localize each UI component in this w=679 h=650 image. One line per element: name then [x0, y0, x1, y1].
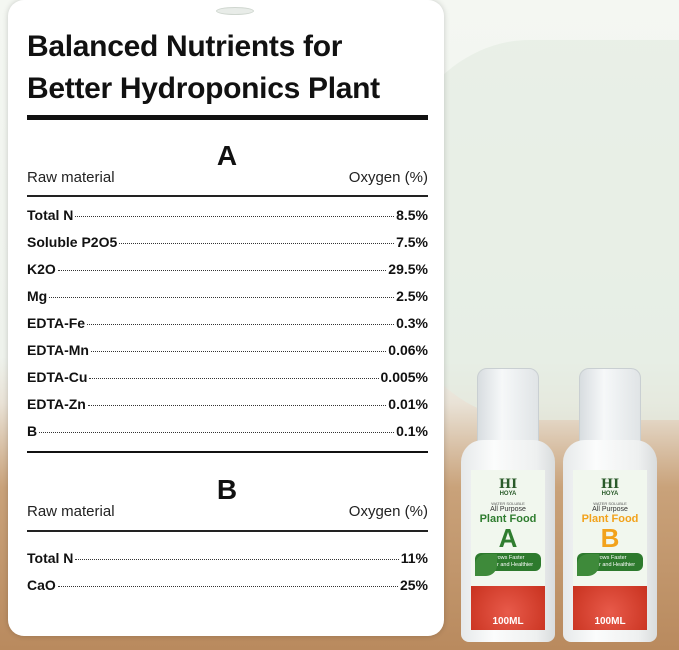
nutrient-name: B — [27, 423, 38, 439]
brand-sub: HOYA — [499, 491, 517, 497]
nutrient-row: CaO 25% — [27, 577, 428, 593]
section-a-rule — [27, 195, 428, 197]
leader-dots — [89, 378, 379, 379]
nutrient-name: Total N — [27, 550, 74, 566]
product-name: Plant Food — [479, 513, 537, 525]
slogan-2: Bigger and Healthier — [482, 562, 534, 569]
nutrient-row: B 0.1% — [27, 423, 428, 439]
col-raw-material: Raw material — [27, 169, 115, 186]
nutrient-row: Mg 2.5% — [27, 288, 428, 304]
brand-logo: HI — [600, 477, 620, 492]
product-letter: B — [600, 523, 620, 553]
col-raw-material: Raw material — [27, 503, 115, 520]
nutrient-value: 0.005% — [380, 369, 428, 385]
purpose: All Purpose — [490, 506, 526, 513]
slogan-1: Grows Faster — [491, 555, 525, 561]
section-a-header: Raw material Oxygen (%) — [27, 169, 428, 186]
strawberry-image — [573, 586, 647, 630]
volume: 100ML — [492, 616, 524, 627]
leader-dots — [39, 432, 395, 433]
nutrient-value: 0.06% — [388, 342, 428, 358]
bottle-body: HI HOYA WATER SOLUBLE All Purpose Plant … — [563, 440, 657, 642]
nutrient-row: Total N 11% — [27, 550, 428, 566]
leader-dots — [75, 216, 395, 217]
nutrient-value: 29.5% — [388, 261, 428, 277]
nutrient-value: 0.3% — [396, 315, 428, 331]
title-divider — [27, 115, 428, 120]
hang-hole — [216, 7, 254, 15]
nutrient-name: CaO — [27, 577, 56, 593]
nutrient-value: 0.01% — [388, 396, 428, 412]
bottle-label: HI HOYA WATER SOLUBLE All Purpose Plant … — [471, 470, 545, 630]
nutrient-name: EDTA-Fe — [27, 315, 86, 331]
nutrient-name: Mg — [27, 288, 48, 304]
leader-dots — [57, 270, 387, 271]
leader-dots — [87, 324, 395, 325]
water-soluble: WATER SOLUBLE — [491, 501, 525, 506]
section-divider — [27, 451, 428, 453]
nutrient-row: EDTA-Zn 0.01% — [27, 396, 428, 412]
nutrient-value: 11% — [400, 550, 428, 566]
leader-dots — [75, 559, 399, 560]
bottle-cap — [579, 368, 641, 448]
nutrient-name: Soluble P2O5 — [27, 234, 118, 250]
section-b-rule — [27, 530, 428, 532]
nutrient-value: 0.1% — [396, 423, 428, 439]
bottle-body: HI HOYA WATER SOLUBLE All Purpose Plant … — [461, 440, 555, 642]
nutrient-value: 7.5% — [396, 234, 428, 250]
leaf-icon — [475, 554, 497, 576]
nutrient-row: K2O 29.5% — [27, 261, 428, 277]
nutrient-row: EDTA-Fe 0.3% — [27, 315, 428, 331]
product-name: Plant Food — [581, 513, 639, 525]
nutrient-row: EDTA-Cu 0.005% — [27, 369, 428, 385]
title-line-1: Balanced Nutrients for — [27, 30, 343, 63]
purpose: All Purpose — [592, 506, 628, 513]
slogan-1: Grows Faster — [593, 555, 627, 561]
leaf-icon — [577, 554, 599, 576]
nutrient-value: 8.5% — [396, 207, 428, 223]
volume: 100ML — [594, 616, 626, 627]
water-soluble: WATER SOLUBLE — [593, 501, 627, 506]
section-a-heading: A — [216, 140, 238, 171]
nutrient-name: EDTA-Mn — [27, 342, 89, 358]
nutrient-row: Soluble P2O5 7.5% — [27, 234, 428, 250]
strawberry-image — [471, 586, 545, 630]
brand-logo: HI — [498, 477, 518, 492]
nutrient-value: 25% — [399, 577, 428, 593]
nutrient-value: 2.5% — [396, 288, 428, 304]
leader-dots — [49, 297, 395, 298]
col-oxygen: Oxygen (%) — [348, 503, 428, 520]
bottle-a: HI HOYA WATER SOLUBLE All Purpose Plant … — [461, 368, 555, 642]
slogan-2: Bigger and Healthier — [584, 562, 636, 569]
bottle-label: HI HOYA WATER SOLUBLE All Purpose Plant … — [573, 470, 647, 630]
leader-dots — [87, 405, 387, 406]
col-oxygen: Oxygen (%) — [348, 169, 428, 186]
title-line-2: Better Hydroponics Plant — [27, 72, 380, 105]
nutrient-name: EDTA-Zn — [27, 396, 86, 412]
nutrient-name: K2O — [27, 261, 56, 277]
nutrient-name: EDTA-Cu — [27, 369, 88, 385]
product-letter: A — [498, 523, 518, 553]
section-b-header: Raw material Oxygen (%) — [27, 503, 428, 520]
leader-dots — [90, 351, 387, 352]
nutrient-row: Total N 8.5% — [27, 207, 428, 223]
bottle-b: HI HOYA WATER SOLUBLE All Purpose Plant … — [563, 368, 657, 642]
section-b-heading: B — [216, 474, 238, 505]
nutrient-row: EDTA-Mn 0.06% — [27, 342, 428, 358]
leader-dots — [119, 243, 395, 244]
leader-dots — [57, 586, 398, 587]
nutrient-name: Total N — [27, 207, 74, 223]
bottle-cap — [477, 368, 539, 448]
brand-sub: HOYA — [601, 491, 619, 497]
